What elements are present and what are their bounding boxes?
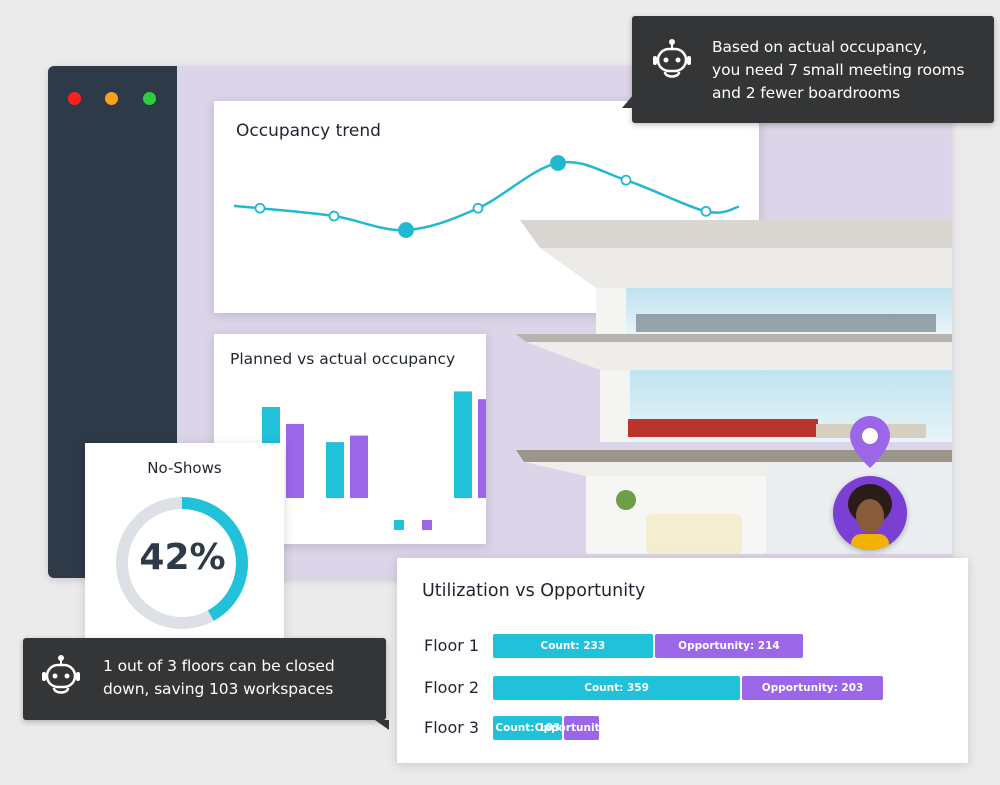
occupancy-trend-title: Occupancy trend bbox=[236, 121, 381, 141]
utilization-row-label: Floor 2 bbox=[424, 678, 480, 697]
utilization-opportunity-bar[interactable]: Opportunity: 203 bbox=[742, 676, 884, 700]
utilization-title: Utilization vs Opportunity bbox=[422, 581, 646, 601]
pva-bar bbox=[350, 435, 368, 498]
no-shows-donut bbox=[116, 497, 248, 629]
pva-bar bbox=[286, 423, 304, 498]
office-building-photo bbox=[516, 220, 952, 554]
pva-bar bbox=[454, 391, 472, 498]
bubble-bottom-tail bbox=[375, 720, 389, 730]
utilization-opportunity-bar[interactable]: Opportunity: 50 bbox=[535, 716, 629, 740]
trend-point bbox=[550, 155, 566, 171]
occupancy-trend-chart bbox=[233, 155, 740, 238]
bubble-top-line-1: Based on actual occupancy, bbox=[712, 38, 927, 56]
assistant-bubble-top: Based on actual occupancy, you need 7 sm… bbox=[622, 16, 994, 123]
bubble-top-line-2: you need 7 small meeting rooms bbox=[712, 61, 965, 79]
minimize-window-dot[interactable] bbox=[105, 92, 118, 105]
utilization-card: Utilization vs Opportunity Floor 1 Count:… bbox=[397, 558, 968, 763]
trend-point bbox=[328, 210, 340, 222]
planned-vs-actual-title: Planned vs actual occupancy bbox=[230, 350, 456, 368]
bubble-top-line-3: and 2 fewer boardrooms bbox=[712, 84, 901, 102]
bubble-bottom-line-2: down, saving 103 workspaces bbox=[103, 680, 334, 698]
no-shows-title: No-Shows bbox=[147, 459, 222, 477]
utilization-count-bar[interactable]: Count: 359 bbox=[493, 676, 741, 700]
pva-bar-min bbox=[394, 520, 404, 530]
avatar[interactable] bbox=[833, 476, 907, 550]
bubble-bottom-line-1: 1 out of 3 floors can be closed bbox=[103, 657, 335, 675]
donut-fill bbox=[116, 497, 248, 629]
utilization-row-label: Floor 1 bbox=[424, 636, 480, 655]
trend-point bbox=[472, 202, 484, 214]
bubble-top-tail bbox=[622, 94, 634, 108]
trend-point bbox=[700, 205, 712, 217]
assistant-bubble-bottom: 1 out of 3 floors can be closed down, sa… bbox=[23, 638, 389, 730]
pva-bar bbox=[478, 399, 486, 498]
trend-point bbox=[398, 222, 414, 238]
no-shows-value: 42% bbox=[139, 537, 226, 578]
trend-point bbox=[254, 202, 266, 214]
pva-bar-min bbox=[422, 520, 432, 530]
utilization-opportunity-bar[interactable]: Opportunity: 214 bbox=[654, 634, 804, 658]
maximize-window-dot[interactable] bbox=[143, 92, 156, 105]
robot-assistant-icon bbox=[653, 39, 691, 78]
close-window-dot[interactable] bbox=[68, 92, 81, 105]
location-pin-icon bbox=[850, 416, 890, 468]
trend-point bbox=[620, 174, 632, 186]
robot-assistant-icon bbox=[42, 655, 80, 694]
utilization-row-label: Floor 3 bbox=[424, 718, 480, 737]
utilization-count-bar[interactable]: Count: 233 bbox=[493, 634, 653, 658]
utilization-count-bar[interactable]: Count: 103 bbox=[493, 716, 563, 740]
person-portrait bbox=[848, 484, 892, 550]
pva-bar bbox=[326, 442, 344, 498]
no-shows-card: No-Shows 42% bbox=[85, 443, 284, 643]
